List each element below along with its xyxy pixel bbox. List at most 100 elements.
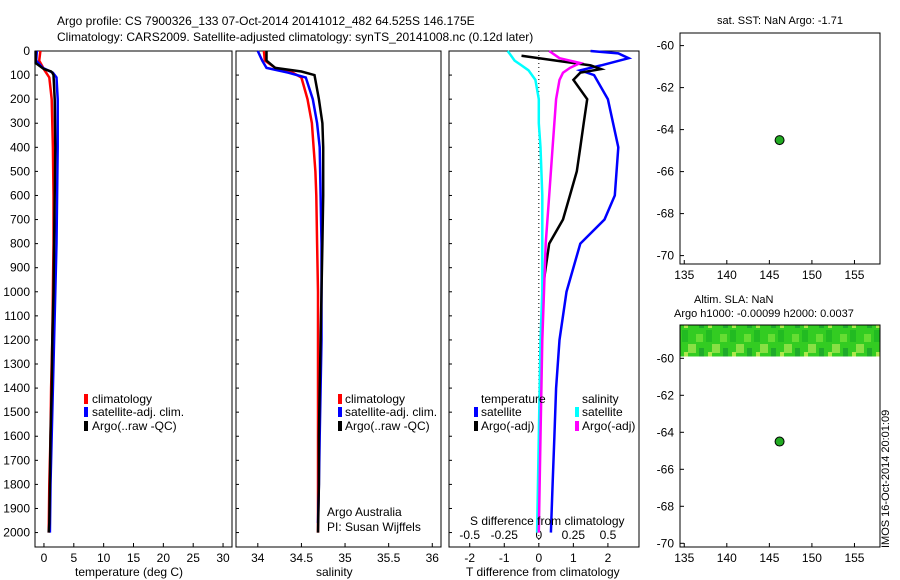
s-difference-tick-label: -0.25 <box>491 528 519 542</box>
legend-label-argo: Argo(..raw -QC) <box>345 419 430 433</box>
depth-tick-label: 1800 <box>3 477 30 491</box>
x-tick-label: 155 <box>844 551 864 565</box>
depth-axis: 0 100 200 300 400 500 600 700 800 900 1000 1100 1200… <box>3 44 38 540</box>
salinity-legend: climatology satellite-adj. clim. Argo(..… <box>338 392 437 433</box>
difference-panel-frame <box>448 50 640 548</box>
legend-label-argo: Argo(..raw -QC) <box>92 419 177 433</box>
series-line-temperature-argo-adj <box>521 54 606 292</box>
depth-tick-label: 1000 <box>3 285 30 299</box>
depth-tick-label: 1700 <box>3 453 30 467</box>
y-tick-label: -66 <box>657 462 675 476</box>
x-tick-label: 155 <box>844 268 864 282</box>
argo-float-location-marker <box>774 135 785 146</box>
s-difference-tick-label: 0 <box>535 528 542 542</box>
x-tick-label: 1 <box>570 551 577 565</box>
salinity-xlabel: salinity <box>316 565 353 579</box>
legend-swatch-climatology <box>84 394 88 404</box>
sst-map-title: sat. SST: NaN Argo: -1.71 <box>717 15 843 27</box>
x-tick-label: 30 <box>216 551 230 565</box>
x-tick-label: 145 <box>759 551 779 565</box>
x-tick-label: 5 <box>70 551 77 565</box>
x-tick-label: 140 <box>717 268 737 282</box>
x-tick-label: 20 <box>157 551 171 565</box>
x-tick-label: 150 <box>802 551 822 565</box>
legend-swatch-t-satellite <box>474 407 478 417</box>
x-tick-label: 2 <box>605 551 612 565</box>
legend-swatch-s-satellite <box>575 407 579 417</box>
temperature-panel-frame <box>34 50 233 548</box>
imos-timestamp: IMOS 16-Oct-2014 20:01:09 <box>880 410 892 548</box>
legend-swatch-satellite <box>84 407 88 417</box>
legend-swatch-satellite <box>338 407 342 417</box>
y-tick-label: -60 <box>657 39 675 53</box>
x-tick-label: 150 <box>802 268 822 282</box>
x-tick-label: 0 <box>535 551 542 565</box>
legend-swatch-s-argo <box>575 421 579 431</box>
depth-tick-label: 900 <box>10 261 30 275</box>
depth-tick-label: 1400 <box>3 381 30 395</box>
legend-label-t-argo: Argo(-adj) <box>481 419 534 433</box>
x-tick-label: -1 <box>499 551 510 565</box>
series-line-argo-raw-qc <box>34 51 57 533</box>
sla-map-frame <box>679 324 881 548</box>
argo-australia-note: Argo Australia <box>327 505 402 519</box>
y-tick-label: -66 <box>657 165 675 179</box>
y-tick-label: -68 <box>657 207 675 221</box>
y-tick-label: -70 <box>657 249 675 263</box>
depth-tick-label: 800 <box>10 237 30 251</box>
x-tick-label: 140 <box>717 551 737 565</box>
y-tick-label: -70 <box>657 536 675 550</box>
y-tick-label: -60 <box>657 351 675 365</box>
t-difference-xlabel: T difference from climatology <box>466 565 620 579</box>
legend-label-t-satellite: satellite <box>481 405 522 419</box>
legend-label-climatology: climatology <box>345 392 405 406</box>
difference-legend: temperature salinity satellite Argo(-adj… <box>474 392 635 433</box>
legend-label-climatology: climatology <box>92 392 152 406</box>
depth-tick-label: 1900 <box>3 501 30 515</box>
depth-tick-label: 600 <box>10 188 30 202</box>
y-tick-label: -62 <box>657 81 675 95</box>
legend-label-s-argo: Argo(-adj) <box>582 419 635 433</box>
depth-tick-label: 1300 <box>3 357 30 371</box>
x-tick-label: 135 <box>674 551 694 565</box>
depth-tick-label: 200 <box>10 92 30 106</box>
x-tick-label: -2 <box>464 551 475 565</box>
depth-tick-label: 100 <box>10 68 30 82</box>
sst-map-plot: 135 140 145 150 155 -60 -62 -64 -66 -68 -70 <box>657 39 865 282</box>
sla-map-title-line1: Altim. SLA: NaN <box>694 294 774 306</box>
x-tick-label: 36 <box>426 551 440 565</box>
depth-tick-label: 1200 <box>3 333 30 347</box>
y-tick-label: -64 <box>657 425 675 439</box>
series-line-salinity-satellite <box>506 50 544 533</box>
x-tick-label: 34 <box>251 551 265 565</box>
s-difference-tick-label: -0.5 <box>459 528 480 542</box>
x-tick-label: 0 <box>41 551 48 565</box>
depth-tick-label: 700 <box>10 213 30 227</box>
depth-tick-label: 2000 <box>3 526 30 540</box>
legend-title-temperature: temperature <box>481 392 546 406</box>
salinity-plot: 34 34.5 35 35.5 36 <box>236 50 440 565</box>
s-difference-xlabel: S difference from climatology <box>470 514 625 528</box>
legend-label-satellite: satellite-adj. clim. <box>92 405 184 419</box>
temperature-legend: climatology satellite-adj. clim. Argo(..… <box>84 392 184 433</box>
salinity-panel-frame <box>235 50 442 548</box>
x-tick-label: 34.5 <box>290 551 314 565</box>
depth-tick-label: 400 <box>10 140 30 154</box>
sla-heatmap-band <box>680 325 880 357</box>
temperature-plot: 0 5 10 15 20 25 30 <box>34 50 230 565</box>
figure-title-line1: Argo profile: CS 7900326_133 07-Oct-2014… <box>57 14 475 28</box>
series-line-temperature-satellite <box>549 49 633 533</box>
y-tick-label: -64 <box>657 123 675 137</box>
legend-swatch-climatology <box>338 394 342 404</box>
x-tick-label: 135 <box>674 268 694 282</box>
legend-swatch-argo <box>84 421 88 431</box>
depth-tick-label: 300 <box>10 116 30 130</box>
sla-map-plot: 135 140 145 150 155 -60 -62 -64 -66 -68 -70 <box>657 351 865 565</box>
x-tick-label: 25 <box>187 551 201 565</box>
y-tick-label: -68 <box>657 499 675 513</box>
x-tick-label: 35.5 <box>377 551 401 565</box>
difference-plot: -2 -1 0 1 2 -0.5 -0.25 0 0.25 0.5 <box>449 49 633 565</box>
x-tick-label: 35 <box>338 551 352 565</box>
x-tick-label: 15 <box>127 551 141 565</box>
depth-tick-label: 500 <box>10 164 30 178</box>
